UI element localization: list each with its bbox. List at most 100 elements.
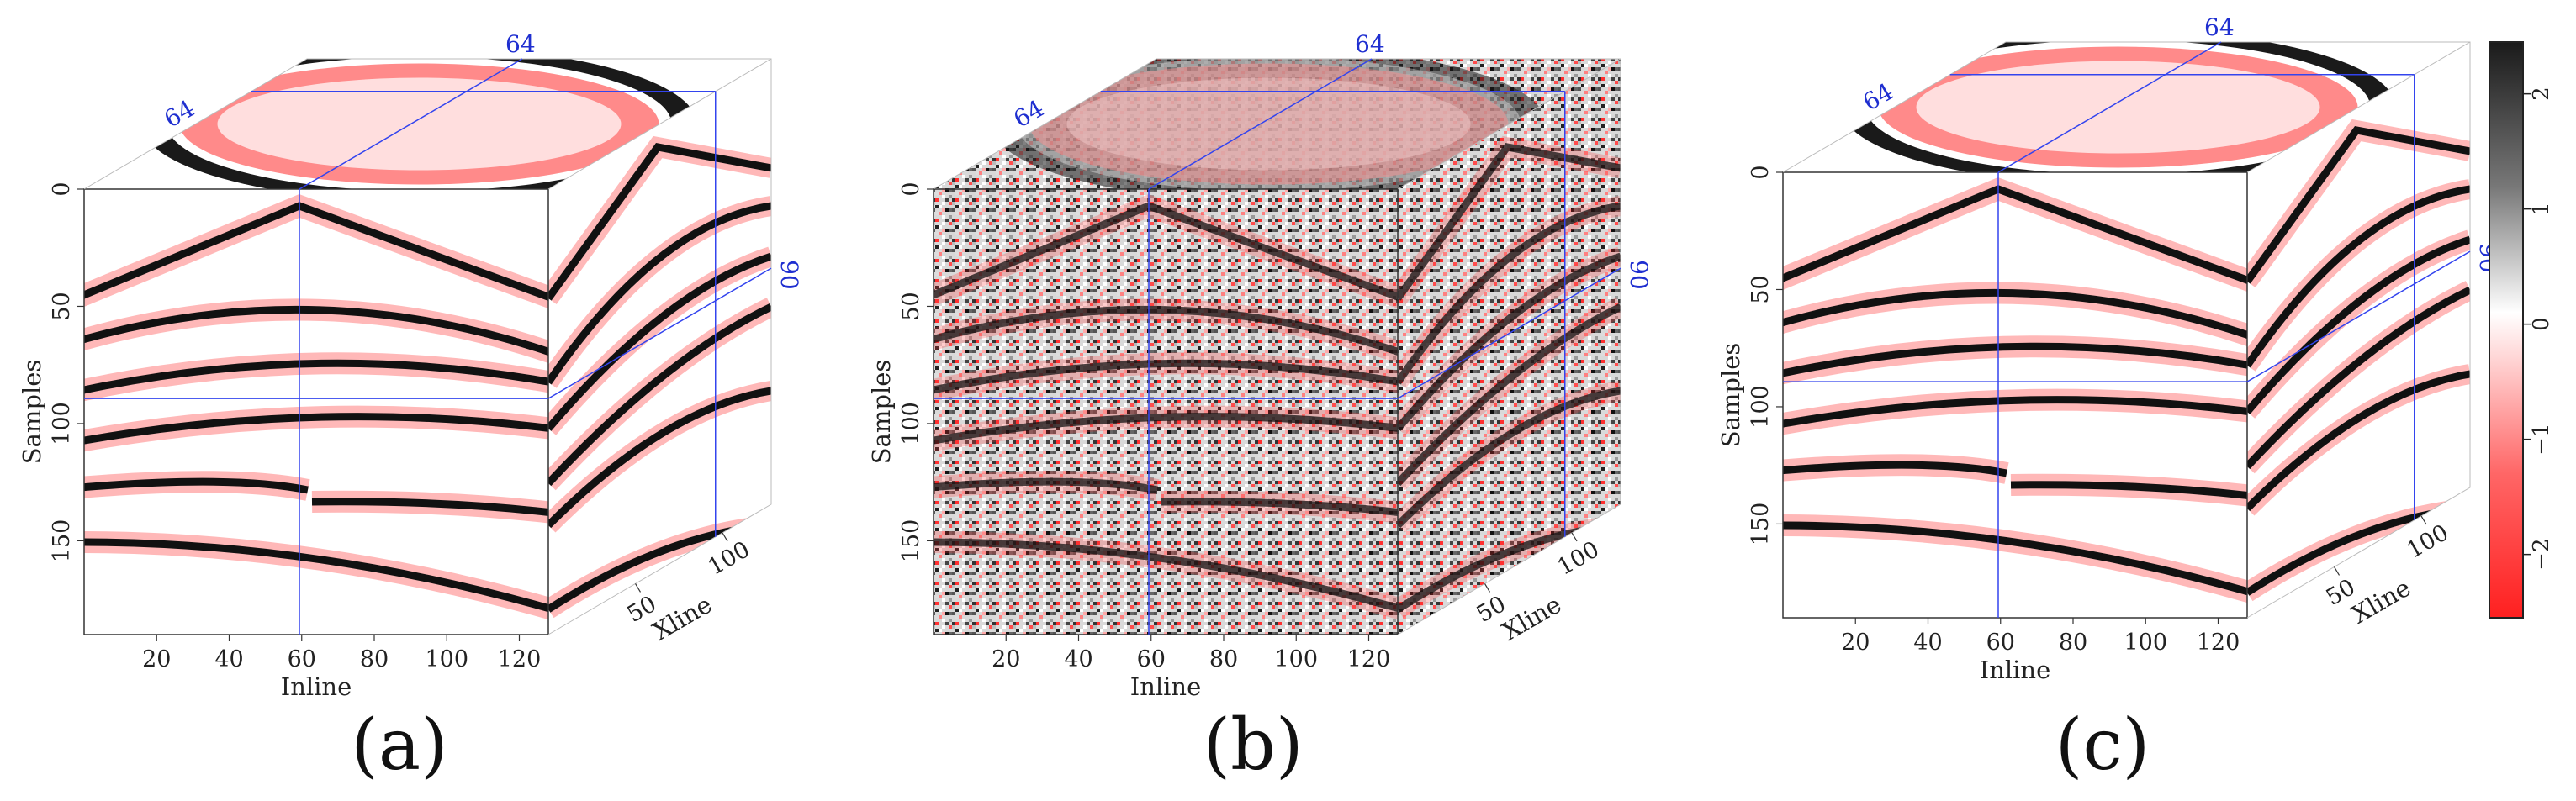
front-event: [934, 477, 1158, 494]
side-event: [548, 303, 771, 487]
side-event: [1398, 143, 1621, 301]
slice-label-sample: 90: [775, 260, 803, 290]
xline-tick-label: 100: [704, 536, 754, 581]
top-face-rings: [1840, 42, 2396, 172]
colorbar: 2 1 0 −1 −2: [2489, 41, 2554, 619]
colorbar-gradient: [2489, 41, 2524, 619]
sample-tick-label: 100: [49, 402, 75, 445]
sample-tick-label: 0: [1748, 165, 1774, 179]
colorbar-tick-label: −1: [2529, 423, 2554, 455]
slice-label-inline: 64: [1355, 30, 1385, 58]
front-event: [934, 359, 1398, 394]
side-event: [548, 202, 771, 385]
top-red-ring: [1029, 63, 1509, 185]
front-event: [84, 413, 548, 445]
sample-tick-label: 150: [49, 519, 75, 563]
inline-axis-label: Inline: [281, 672, 352, 701]
top-face-rings: [141, 59, 697, 189]
slice-label-inline: 64: [2204, 13, 2235, 41]
front-event: [1783, 521, 2247, 596]
side-event: [1398, 202, 1621, 385]
front-event: [1783, 396, 2247, 428]
side-event: [1398, 387, 1621, 529]
top-inner-fill: [1916, 61, 2320, 154]
top-outer-ring: [991, 59, 1547, 189]
slice-line-inline-top: [1997, 41, 2222, 173]
xline-axis-label: Xline: [2346, 573, 2415, 630]
inline-tick-label: 40: [214, 646, 243, 672]
cube-edge: [547, 58, 772, 190]
side-event: [2247, 286, 2470, 470]
slice-line-sample-side: [2246, 250, 2471, 382]
side-event: [2247, 126, 2470, 284]
xline-tick-mark: [1571, 532, 1578, 542]
sample-tick-label: 50: [49, 292, 75, 320]
colorbar-tick-label: 2: [2529, 87, 2554, 101]
front-event: [1161, 498, 1398, 516]
side-event: [1398, 303, 1621, 487]
inline-tick-label: 80: [1209, 646, 1238, 672]
panel-label-b: (b): [1203, 704, 1303, 786]
slice-label-sample: 90: [1625, 260, 1653, 290]
front-frame: [83, 188, 549, 635]
inline-tick-label: 80: [360, 646, 389, 672]
inline-tick-label: 120: [498, 646, 542, 672]
side-event: [548, 387, 771, 529]
xline-axis-label: Xline: [1497, 590, 1566, 646]
front-frame: [933, 188, 1399, 635]
xline-tick-label: 100: [2403, 519, 2453, 564]
front-event: [84, 305, 548, 356]
xline-tick-mark: [635, 583, 642, 593]
side-events: [2247, 119, 2470, 602]
inline-tick-label: 100: [1274, 646, 1318, 672]
top-white-ring: [1016, 59, 1521, 189]
side-event: [2247, 185, 2470, 368]
front-event: [84, 359, 548, 394]
xline-tick-mark: [722, 532, 728, 542]
inline-tick-label: 120: [2197, 630, 2240, 656]
cube-edge: [1397, 58, 1621, 190]
slice-label-inline: 64: [505, 30, 536, 58]
sample-tick-label: 50: [1748, 275, 1774, 303]
front-event: [84, 538, 548, 613]
inline-axis-label: Inline: [1130, 672, 1202, 701]
sample-tick-label: 100: [1748, 385, 1774, 429]
front-event: [2010, 481, 2247, 499]
slice-line-inline-top: [299, 58, 523, 190]
front-event: [311, 498, 548, 516]
sample-axis-label: Samples: [18, 360, 46, 465]
inline-tick-label: 20: [992, 646, 1020, 672]
top-inner-fill: [1066, 77, 1471, 171]
sample-tick-label: 0: [898, 182, 924, 196]
front-event: [934, 538, 1398, 613]
front-event: [934, 413, 1398, 445]
colorbar-tick-label: 1: [2529, 202, 2554, 216]
inline-tick-label: 60: [1137, 646, 1166, 672]
cube-edge: [2246, 41, 2471, 173]
inline-tick-label: 40: [1064, 646, 1092, 672]
front-event: [1783, 288, 2247, 340]
side-event: [2247, 370, 2470, 512]
front-event: [1783, 461, 2007, 477]
sample-tick-label: 50: [898, 292, 924, 320]
inline-tick-label: 60: [1986, 630, 2015, 656]
inline-tick-label: 80: [2059, 630, 2087, 656]
xline-axis-label: Xline: [648, 590, 717, 646]
colorbar-tick-label: −2: [2529, 538, 2554, 570]
slice-line-sample-side: [547, 267, 772, 399]
top-inner-fill: [217, 77, 622, 171]
inline-tick-label: 100: [425, 646, 468, 672]
panel-label-a: (a): [351, 704, 448, 786]
colorbar-tick-label: 0: [2529, 317, 2554, 331]
sample-tick-label: 0: [49, 182, 75, 196]
inline-tick-label: 20: [1841, 630, 1870, 656]
inline-tick-label: 100: [2124, 630, 2167, 656]
sample-tick-label: 100: [898, 402, 924, 445]
side-event: [548, 252, 771, 431]
inline-tick-label: 120: [1347, 646, 1391, 672]
